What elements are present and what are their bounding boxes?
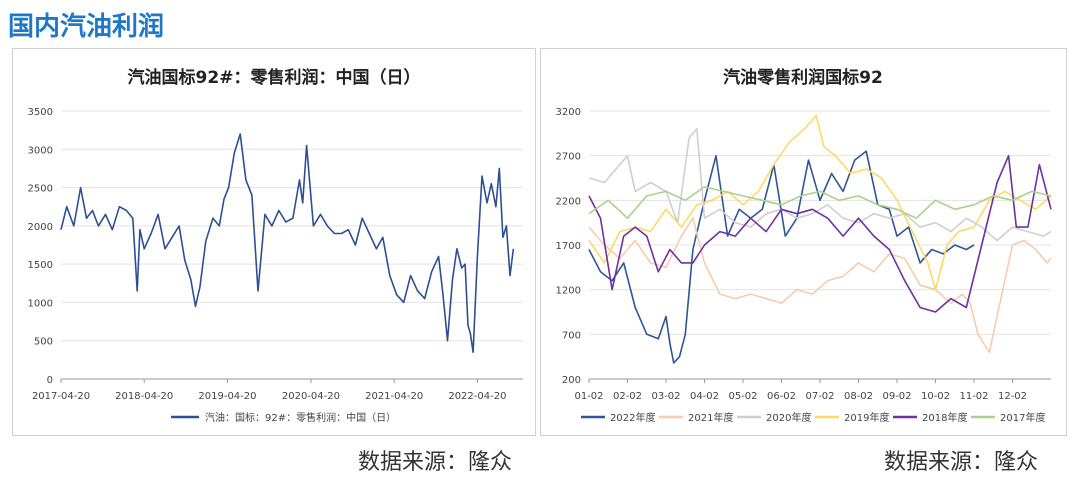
x-tick-label: 01-02 — [574, 391, 603, 402]
page-title: 国内汽油利润 — [8, 12, 165, 42]
x-tick-label: 08-02 — [844, 391, 873, 402]
source-note-right: 数据来源：隆众 — [884, 450, 1039, 475]
y-tick-label: 1500 — [28, 260, 53, 271]
series-line — [588, 128, 1052, 242]
x-tick-label: 12-02 — [998, 391, 1027, 402]
chart-title: 汽油零售利润国标92 — [723, 67, 883, 88]
y-tick-label: 0 — [47, 375, 53, 386]
x-tick-label: 03-02 — [651, 391, 680, 402]
x-tick-label: 05-02 — [728, 391, 757, 402]
series-line — [588, 186, 1052, 219]
chart-title: 汽油国标92#：零售利润：中国（日） — [128, 67, 421, 88]
legend-label: 汽油：国标：92#：零售利润：中国（日） — [205, 411, 396, 424]
y-tick-label: 3200 — [556, 107, 581, 118]
legend-label: 2019年度 — [844, 411, 889, 424]
x-tick-label: 2021-04-20 — [365, 391, 423, 402]
y-tick-label: 700 — [562, 330, 581, 341]
y-tick-label: 1200 — [556, 286, 581, 297]
legend-label: 2018年度 — [922, 411, 967, 424]
x-tick-label: 2022-04-20 — [448, 391, 506, 402]
x-tick-label: 07-02 — [805, 391, 834, 402]
source-note-left: 数据来源：隆众 — [358, 450, 513, 475]
y-tick-label: 3000 — [28, 145, 53, 156]
y-tick-label: 3500 — [28, 107, 53, 118]
x-tick-label: 10-02 — [921, 391, 950, 402]
y-tick-label: 2000 — [28, 222, 53, 233]
y-tick-label: 500 — [34, 337, 53, 348]
series-line — [588, 154, 1052, 313]
x-tick-label: 02-02 — [613, 391, 642, 402]
x-tick-label: 2020-04-20 — [282, 391, 340, 402]
series-line — [588, 114, 1052, 291]
y-tick-label: 1000 — [28, 298, 53, 309]
legend-label: 2020年度 — [766, 411, 811, 424]
y-tick-label: 2500 — [28, 184, 53, 195]
right-chart-panel: 汽油零售利润国标92 200 700 1200 1700 2200 2700 3200 01-0… — [540, 48, 1067, 436]
right-line-chart: 汽油零售利润国标92 200 700 1200 1700 2200 2700 3200 01-0… — [556, 67, 1052, 424]
x-tick-label: 11-02 — [959, 391, 988, 402]
y-tick-label: 200 — [562, 375, 581, 386]
legend-label: 2017年度 — [1000, 411, 1045, 424]
x-tick-label: 04-02 — [690, 391, 719, 402]
x-tick-label: 2017-04-20 — [32, 391, 90, 402]
x-tick-label: 2019-04-20 — [198, 391, 256, 402]
x-tick-label: 2018-04-20 — [115, 391, 173, 402]
y-tick-label: 2700 — [556, 152, 581, 163]
series-line — [60, 133, 515, 354]
series-line — [588, 150, 975, 364]
x-tick-label: 09-02 — [882, 391, 911, 402]
y-tick-label: 2200 — [556, 196, 581, 207]
legend-label: 2022年度 — [610, 411, 655, 424]
left-chart-panel: 汽油国标92#：零售利润：中国（日） 0 500 1000 1500 2000 2500 30… — [12, 48, 536, 436]
legend-label: 2021年度 — [688, 411, 733, 424]
y-tick-label: 1700 — [556, 241, 581, 252]
x-tick-label: 06-02 — [767, 391, 796, 402]
left-line-chart: 汽油国标92#：零售利润：中国（日） 0 500 1000 1500 2000 2500 30… — [28, 67, 523, 424]
series-line — [588, 217, 1052, 354]
